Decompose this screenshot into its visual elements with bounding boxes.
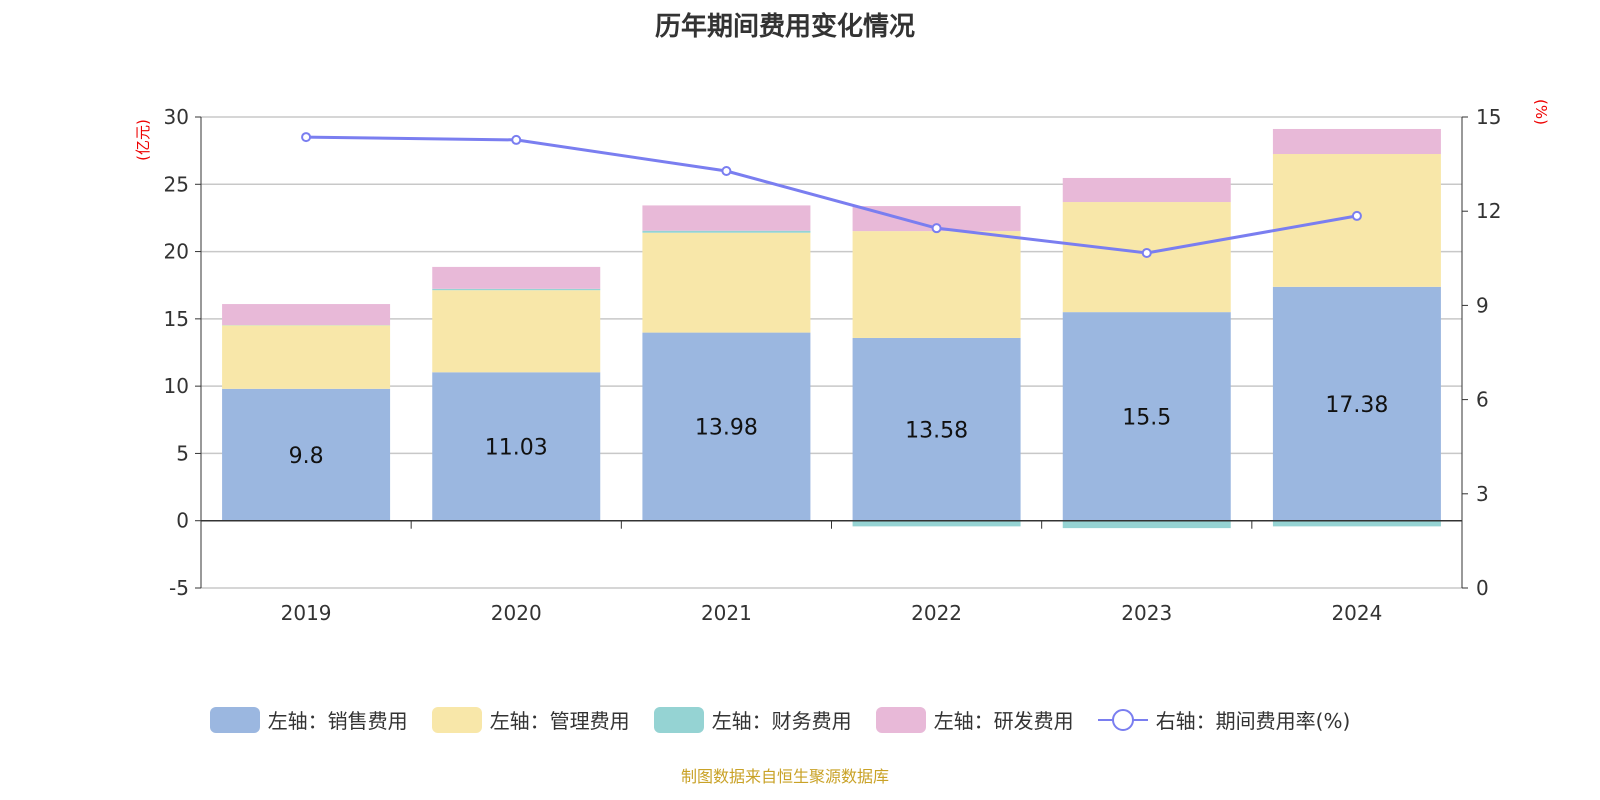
y-right-tick-label: 6	[1476, 388, 1489, 412]
bar-segment	[852, 337, 1021, 521]
y-left-tick-label: 25	[164, 172, 189, 196]
bar-segment	[642, 232, 811, 333]
bar-segment	[432, 288, 601, 291]
bar-segment	[1272, 520, 1441, 527]
bar-segment	[432, 266, 601, 289]
data-label: 17.38	[1325, 393, 1388, 418]
rate-point	[931, 223, 942, 234]
y-right-tick-label: 9	[1476, 293, 1489, 317]
bar-segment	[222, 388, 391, 521]
legend-label: 左轴：销售费用	[267, 709, 408, 733]
bar-segment	[222, 304, 391, 326]
y-left-tick-label: 10	[164, 374, 189, 398]
chart-svg: -5 0 5 10 15 20 25 30 0 3 6 9 12 15 (亿元) (%) 9.8 2019 11.0…	[134, 99, 1550, 625]
data-label: 9.8	[289, 444, 324, 469]
bar-segment	[852, 231, 1021, 338]
bar-segment	[1272, 128, 1441, 155]
rate-line	[306, 135, 1358, 255]
rate-point	[301, 132, 312, 143]
legend-label: 左轴：财务费用	[711, 709, 852, 733]
line-marker-icon	[1097, 708, 1148, 731]
legend-item[interactable]: 左轴：管理费用	[431, 705, 630, 734]
bar-segment	[432, 372, 601, 521]
x-tick-label: 2024	[1331, 601, 1382, 625]
legend-swatch	[431, 706, 482, 733]
bar-segment	[432, 290, 601, 373]
y-left-tick-label: 15	[164, 307, 189, 331]
legend-swatch	[875, 706, 926, 733]
x-tick-label: 2022	[911, 601, 962, 625]
bar-segment	[642, 332, 811, 521]
y-right-tick-label: 0	[1476, 576, 1489, 600]
y-left-unit: (亿元)	[134, 119, 152, 161]
bar-segment	[642, 205, 811, 231]
y-left-tick-label: 20	[164, 240, 189, 264]
y-left-tick-label: 5	[176, 441, 189, 465]
bar-segment	[1062, 312, 1231, 521]
y-left-tick-label: -5	[169, 576, 189, 600]
data-label: 15.5	[1122, 405, 1171, 430]
rate-point	[721, 166, 732, 177]
rate-point	[1141, 247, 1152, 258]
legend-label: 左轴：管理费用	[489, 709, 630, 733]
legend-item[interactable]: 左轴：研发费用	[875, 705, 1074, 734]
legend-label: 左轴：研发费用	[933, 709, 1074, 733]
x-tick-label: 2021	[701, 601, 752, 625]
y-left-tick-label: 0	[176, 509, 189, 533]
legend-item[interactable]: 右轴：期间费用率(%)	[1097, 705, 1351, 734]
bar-segment	[1062, 520, 1231, 529]
data-label: 13.58	[905, 418, 968, 443]
bar-segment	[852, 520, 1021, 527]
y-right-tick-label: 3	[1476, 482, 1489, 506]
legend: 左轴：销售费用 左轴：管理费用 左轴：财务费用 左轴：研发费用 右轴：期间费用率(%)	[0, 705, 1560, 734]
legend-item[interactable]: 左轴：财务费用	[653, 705, 852, 734]
y-right-unit: (%)	[1532, 99, 1550, 125]
rate-point	[1351, 210, 1362, 221]
legend-swatch	[209, 706, 260, 733]
legend-swatch	[653, 706, 704, 733]
bar-segment	[1272, 286, 1441, 521]
bar-segment	[642, 230, 811, 233]
source-note: 制图数据来自恒生聚源数据库	[680, 767, 889, 786]
data-label: 11.03	[485, 435, 548, 460]
x-tick-label: 2019	[281, 601, 332, 625]
rate-point	[511, 134, 522, 145]
bar-segment	[222, 325, 391, 389]
legend-item[interactable]: 左轴：销售费用	[209, 705, 408, 734]
data-label: 13.98	[695, 416, 758, 441]
y-left-tick-label: 30	[164, 105, 189, 129]
legend-label: 右轴：期间费用率(%)	[1155, 709, 1351, 733]
y-right-tick-label: 15	[1476, 105, 1501, 129]
x-tick-label: 2023	[1121, 601, 1172, 625]
y-right-tick-label: 12	[1476, 199, 1501, 223]
chart-title: 历年期间费用变化情况	[654, 12, 915, 42]
x-tick-label: 2020	[491, 601, 542, 625]
bar-segment	[1062, 177, 1231, 203]
